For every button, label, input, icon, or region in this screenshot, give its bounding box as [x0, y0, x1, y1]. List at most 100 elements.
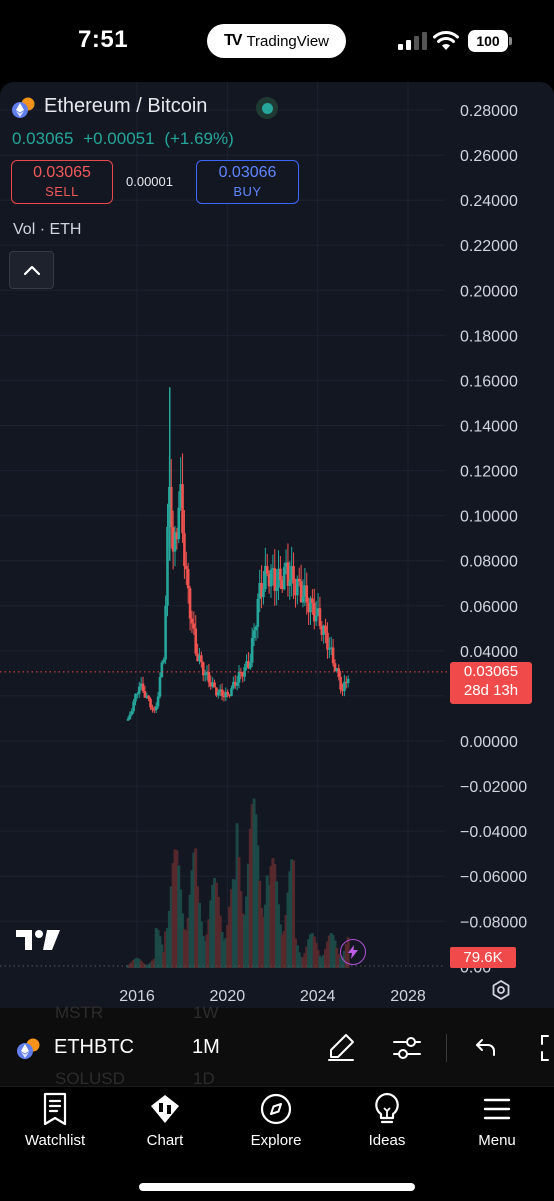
candle-body: [286, 562, 290, 586]
volume-bar: [335, 947, 339, 968]
volume-bar: [145, 964, 149, 968]
toolbar-symbol-button[interactable]: ETHBTC: [54, 1036, 134, 1058]
volume-bar: [284, 915, 288, 968]
y-axis-tick-label: 0.00000: [460, 734, 518, 751]
volume-bar: [167, 910, 171, 968]
candle-body: [314, 615, 318, 622]
candle-body: [166, 526, 169, 606]
volume-bar: [325, 941, 329, 968]
candle-body: [169, 486, 173, 528]
volume-bar: [216, 896, 220, 968]
sell-price: 0.03065: [33, 164, 91, 181]
candle-body: [128, 714, 132, 720]
volume-bar: [197, 902, 201, 968]
volume-bar: [205, 934, 209, 968]
y-axis-tick-label: 0.20000: [460, 283, 518, 300]
price-chart[interactable]: 0.28000 0.26000 0.24000 0.22000 0.20000 0.180…: [0, 82, 554, 1008]
candle-body: [224, 692, 228, 698]
nav-explore[interactable]: Explore: [226, 1092, 326, 1149]
nav-menu[interactable]: Menu: [447, 1092, 547, 1149]
volume-bar: [329, 933, 333, 968]
symbol-title[interactable]: Ethereum / Bitcoin: [44, 95, 208, 117]
volume-bar: [252, 798, 256, 968]
volume-bar: [293, 938, 297, 968]
candle-body: [311, 598, 314, 603]
candle-body: [179, 484, 182, 508]
ethereum-bitcoin-icon: [17, 1038, 40, 1059]
candle-body: [258, 582, 262, 599]
volume-bar: [137, 958, 141, 968]
battery-indicator: 100: [468, 30, 508, 52]
candle-body: [341, 689, 344, 692]
volume-bar: [181, 913, 185, 968]
app-pill[interactable]: TV TradingView: [207, 24, 346, 58]
candle-body: [201, 662, 205, 676]
volume-bar: [245, 896, 249, 968]
volume-bar: [173, 849, 177, 968]
sell-button[interactable]: 0.03065 SELL: [11, 160, 113, 204]
nav-ideas[interactable]: Ideas: [337, 1092, 437, 1149]
nav-chart[interactable]: Chart: [115, 1092, 215, 1149]
candle-body: [346, 678, 350, 684]
x-axis-tick-label: 2028: [390, 988, 426, 1005]
candle-body: [153, 709, 156, 711]
drawing-tools-icon[interactable]: [326, 1032, 356, 1062]
x-axis-tick-label: 2024: [300, 988, 336, 1005]
volume-bar: [288, 871, 292, 968]
volume-bar: [256, 845, 260, 968]
candle-body: [192, 623, 196, 629]
volume-bar: [269, 866, 273, 968]
chart-toolbar: [0, 1008, 554, 1086]
candle-body: [344, 681, 348, 684]
volume-bar: [135, 958, 139, 968]
volume-bar: [327, 935, 331, 968]
volume-bar: [141, 962, 145, 968]
volume-bar: [199, 921, 203, 968]
undo-icon[interactable]: [474, 1036, 498, 1058]
fullscreen-icon[interactable]: [538, 1032, 554, 1064]
candle-body: [143, 691, 147, 698]
candle-body: [290, 566, 293, 581]
candle-body: [247, 661, 250, 669]
volume-bar: [324, 948, 328, 968]
lightning-button[interactable]: [340, 939, 366, 965]
volume-bar: [316, 950, 320, 968]
candle-body: [294, 583, 297, 596]
candle-body: [280, 580, 284, 590]
buy-button[interactable]: 0.03066 BUY: [196, 160, 299, 204]
chart-panel[interactable]: 0.28000 0.26000 0.24000 0.22000 0.20000 0.180…: [0, 82, 554, 1008]
candle-body: [284, 562, 288, 568]
volume-bar: [182, 929, 186, 968]
volume-bar: [222, 940, 226, 968]
candle-body: [162, 659, 166, 663]
chart-settings-icon[interactable]: [490, 979, 512, 1001]
volume-indicator-label[interactable]: Vol · ETH: [13, 221, 82, 238]
candle-body: [328, 648, 331, 650]
volume-bar: [295, 945, 299, 968]
volume-bar: [154, 928, 158, 968]
indicators-icon[interactable]: [392, 1034, 422, 1062]
nav-watchlist[interactable]: Watchlist: [5, 1092, 105, 1149]
volume-bar: [286, 892, 290, 968]
candle-body: [186, 569, 190, 589]
cellular-signal-icon: [398, 32, 427, 50]
volume-bar: [149, 962, 153, 968]
x-axis-tick-label: 2016: [119, 988, 155, 1005]
candle-body: [343, 681, 346, 692]
volume-bar: [184, 930, 188, 968]
candle-body: [151, 707, 154, 710]
toolbar-interval-button[interactable]: 1M: [192, 1036, 220, 1058]
volume-bar: [171, 863, 175, 968]
candle-body: [158, 677, 162, 697]
candle-body: [324, 625, 327, 633]
candle-body: [149, 698, 152, 708]
collapse-legend-button[interactable]: [9, 251, 54, 289]
sell-label: SELL: [45, 184, 79, 199]
volume-bar: [207, 919, 211, 968]
volume-bar: [299, 956, 303, 968]
candle-body: [252, 630, 256, 638]
ghost-interval-bottom: 1D: [193, 1069, 215, 1088]
volume-bar: [248, 828, 252, 968]
y-axis-tick-label: −0.02000: [460, 779, 527, 796]
last-price-tag: 0.03065 28d 13h: [450, 662, 532, 704]
